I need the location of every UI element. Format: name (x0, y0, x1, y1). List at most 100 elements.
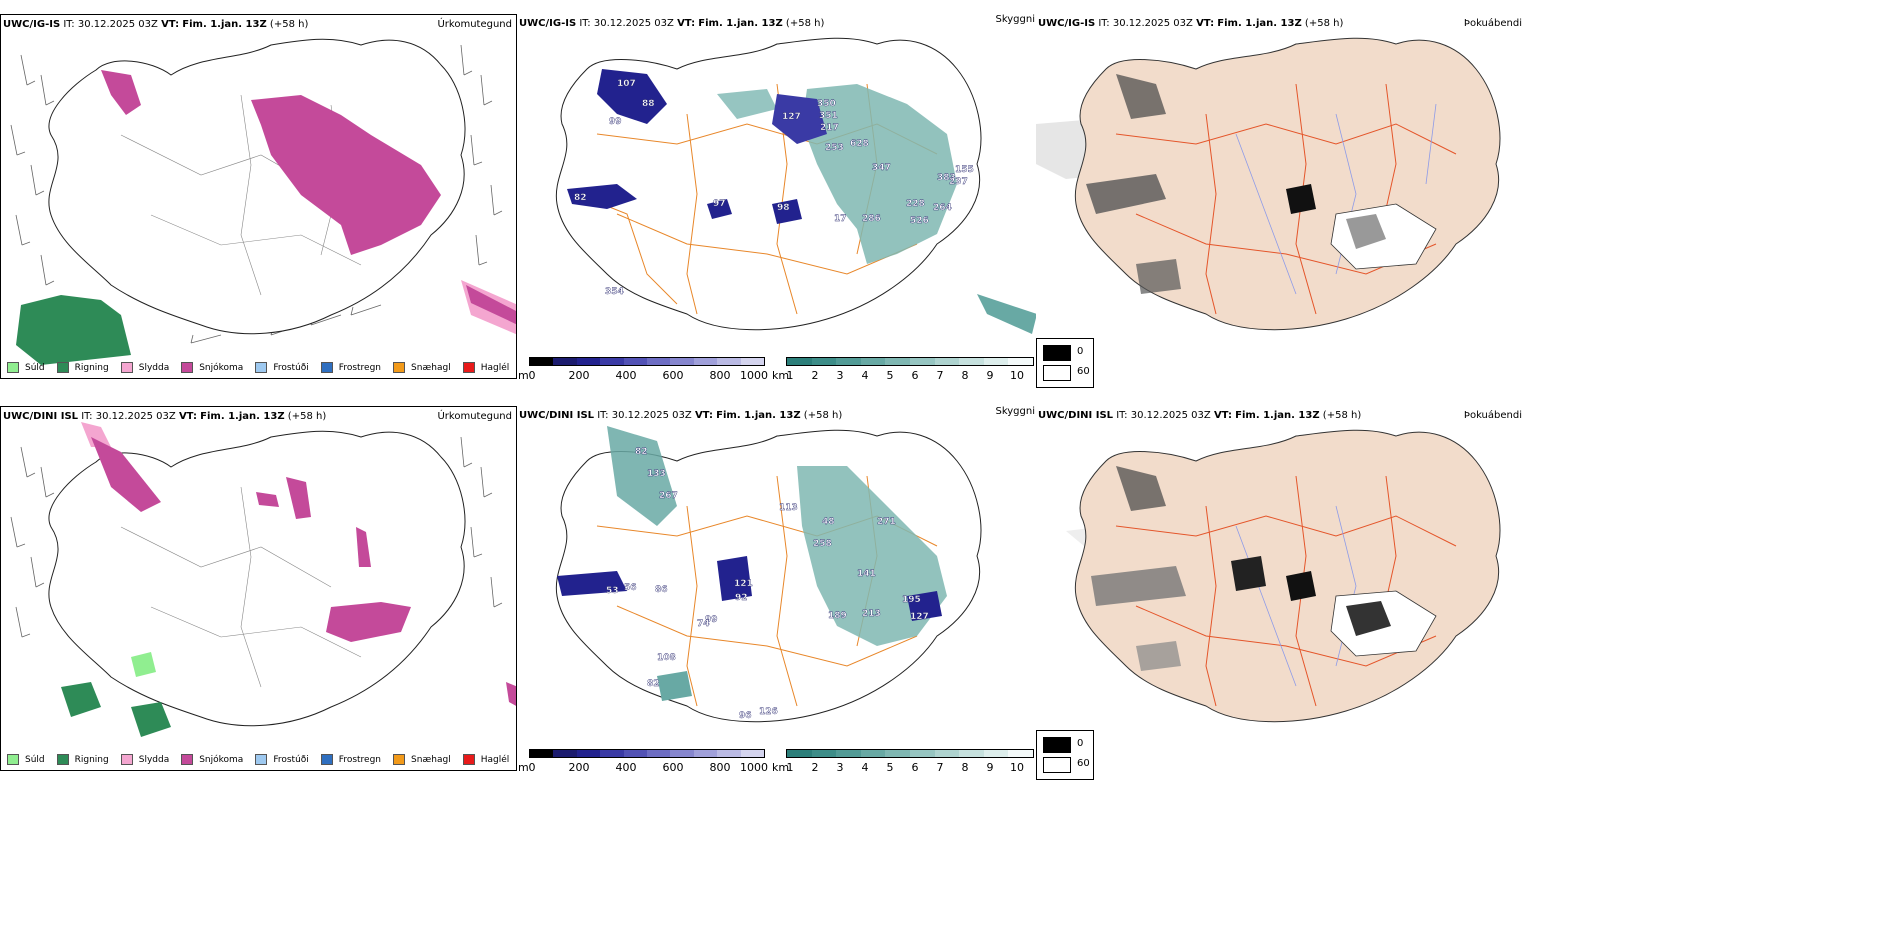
colorbar-tick: 600 (662, 369, 684, 382)
valid-time: Fim. 1.jan. 13Z (182, 19, 267, 30)
colorbar-unit: m (518, 369, 529, 382)
precip-panel-row1: UWC/IG-IS IT: 30.12.2025 03Z VT: Fim. 1.… (0, 14, 517, 379)
colorbar-tick: 0 (528, 369, 536, 382)
colorbar-tick: 1 (786, 761, 794, 774)
snow-depth-w (557, 571, 627, 596)
valid-label: VT: (1213, 410, 1232, 421)
snow-label: 351 (819, 111, 838, 121)
legend-swatch (320, 754, 333, 765)
colorbar-tick: 400 (615, 761, 637, 774)
cbar-swatch (740, 358, 765, 365)
colorbar-tick: 7 (936, 369, 944, 382)
cbar-swatch (576, 358, 601, 365)
snow-depth-labels: 350 351 217 127 107 88 99 628 253 347 22… (574, 79, 974, 297)
cbar-swatch (670, 358, 694, 365)
legend-swatch (393, 362, 406, 373)
cbar-swatch (983, 358, 1009, 365)
valid-label: VT: (1196, 18, 1215, 29)
cbar-swatch (576, 750, 601, 757)
snow-label: 92 (735, 593, 748, 603)
snow-depth-labels: 82 133 267 113 48 258 271 141 121 92 86 … (606, 447, 929, 721)
sleet-area-nw (81, 422, 111, 447)
legend-item: Haglél (462, 362, 509, 373)
snow-band-se (466, 285, 516, 325)
cbar-swatch (909, 358, 935, 365)
cloud-cover-legend-row1: 0 60 (1036, 338, 1094, 388)
legend-item: Rigning (56, 362, 109, 373)
cbar-swatch (934, 358, 960, 365)
snow-depth-se (907, 591, 942, 621)
snow-label: 286 (862, 214, 881, 224)
colorbar-tick: 8 (961, 761, 969, 774)
cloud-swatch-dark (1043, 345, 1071, 361)
snow-label: 99 (609, 117, 622, 127)
legend-item: Snjókoma (181, 754, 243, 765)
cloud-swatch-light (1043, 365, 1071, 381)
cloud-area-s (657, 671, 692, 701)
snow-label: 253 (825, 143, 844, 153)
precip-legend: Súld Rigning Slydda Snjókoma Frostúði Fr… (7, 362, 509, 373)
snowdepth-map-row2: 82 133 267 113 48 258 271 141 121 92 86 … (555, 426, 982, 723)
snow-label: 213 (862, 609, 881, 619)
colorbar-unit: m (518, 761, 529, 774)
snow-label: 354 (605, 287, 624, 297)
panel-label-precip: Úrkomutegund (437, 411, 512, 422)
rain-area-sw (16, 295, 131, 365)
snow-label: 271 (877, 517, 896, 527)
precip-legend: Súld Rigning Slydda Snjókoma Frostúði Fr… (7, 754, 509, 765)
colorbar-strip (786, 357, 1034, 366)
cbar-swatch (836, 358, 861, 365)
model-name: UWC/DINI ISL (3, 411, 79, 422)
cloud-cover-legend-row2: 0 60 (1036, 730, 1094, 780)
snow-label: 237 (949, 177, 968, 187)
fog-map-row2 (1066, 429, 1501, 723)
legend-item: Frostúði (255, 362, 309, 373)
cbar-swatch (811, 750, 837, 757)
valid-time: Fim. 1.jan. 13Z (698, 18, 783, 29)
cbar-swatch (1008, 358, 1033, 365)
snow-depth-c (717, 556, 752, 601)
panel-label-fog: Þokuábendi (1463, 410, 1522, 421)
cbar-swatch (553, 750, 577, 757)
colorbar-tick: 5 (886, 761, 894, 774)
snow-area-nw (91, 437, 161, 512)
snow-label: 264 (933, 203, 952, 213)
legend-item: Frostúði (255, 754, 309, 765)
fog-dark-sw (1136, 259, 1181, 294)
panel-title: UWC/DINI ISL IT: 30.12.2025 03Z VT: Fim.… (1038, 410, 1361, 422)
precip-map-row2 (10, 422, 516, 737)
snow-label: 127 (910, 612, 929, 622)
fog-grey-w (1091, 566, 1186, 606)
colorbar-tick: 600 (662, 761, 684, 774)
colorbar-tick: 1000 (740, 761, 768, 774)
cloud-light-value: 60 (1077, 758, 1090, 769)
cbar-swatch (623, 750, 648, 757)
precip-panel-row2: UWC/DINI ISL IT: 30.12.2025 03Z VT: Fim.… (0, 406, 517, 771)
legend-item: Frostregn (320, 754, 381, 765)
colorbar-tick: 4 (861, 761, 869, 774)
snow-label: 628 (850, 139, 869, 149)
cbar-swatch (740, 750, 765, 757)
model-name: UWC/IG-IS (3, 19, 61, 30)
panel-title: UWC/IG-IS IT: 30.12.2025 03Z VT: Fim. 1.… (1038, 18, 1343, 30)
fog-panel-row2: UWC/DINI ISL IT: 30.12.2025 03Z VT: Fim.… (1036, 406, 1526, 771)
legend-item: Snæhagl (393, 362, 451, 373)
snowdepth-cloud-panel-row2: 82 133 267 113 48 258 271 141 121 92 86 … (517, 406, 1037, 771)
lead-time: (+58 h) (1304, 18, 1344, 29)
legend-swatch (181, 754, 194, 765)
snow-label: 99 (705, 615, 718, 625)
colorbar-tick: 2 (811, 761, 819, 774)
snow-label: 526 (910, 216, 929, 226)
panel-label-precip: Úrkomutegund (437, 19, 512, 30)
valid-time: Fim. 1.jan. 13Z (1235, 410, 1320, 421)
cbar-swatch (909, 750, 935, 757)
snow-label: 155 (955, 165, 974, 175)
legend-item: Frostregn (320, 362, 381, 373)
colorbar-tick: 7 (936, 761, 944, 774)
snowdepth-map-row1: 350 351 217 127 107 88 99 628 253 347 22… (555, 37, 1037, 334)
snow-label: 107 (617, 79, 636, 89)
snow-area-ne (251, 95, 441, 255)
lead-time: (+58 h) (785, 18, 825, 29)
colorbar-tick: 6 (911, 369, 919, 382)
cbar-swatch (860, 358, 886, 365)
